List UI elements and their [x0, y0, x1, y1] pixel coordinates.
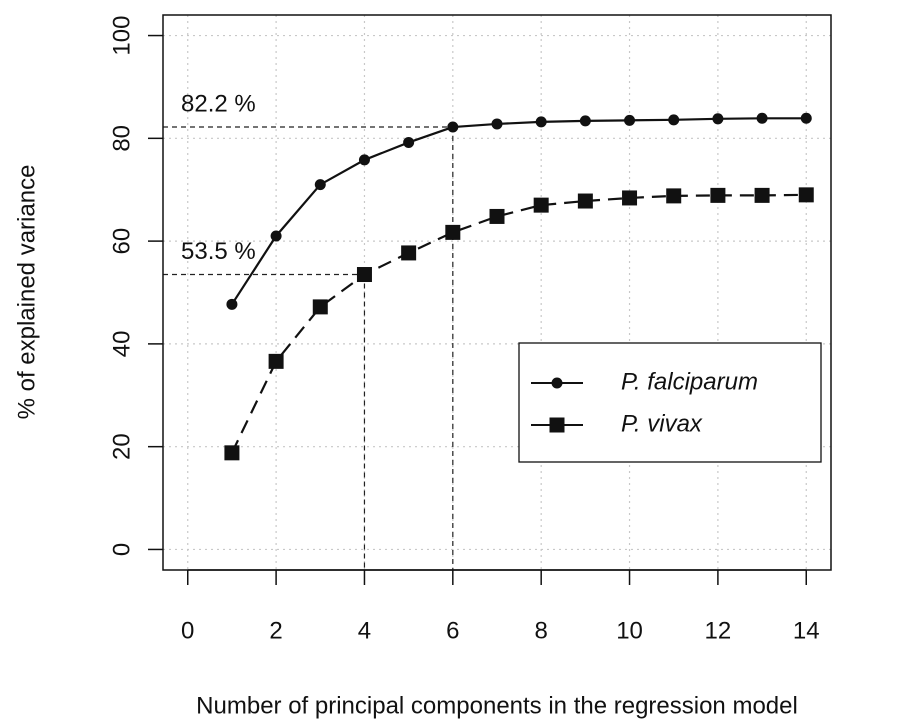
x-tick-label: 12 — [705, 617, 732, 644]
marker — [356, 267, 372, 283]
x-tick-label: 14 — [793, 617, 820, 644]
y-tick-label: 40 — [108, 331, 135, 358]
y-tick-label: 60 — [108, 228, 135, 255]
marker — [358, 154, 370, 166]
marker — [491, 118, 503, 130]
marker — [224, 445, 240, 461]
marker — [268, 353, 284, 369]
marker — [579, 115, 591, 127]
marker — [551, 377, 563, 389]
marker — [445, 224, 461, 240]
marker — [401, 245, 417, 261]
annotation: 53.5 % — [181, 238, 256, 265]
marker — [447, 121, 459, 133]
legend-label: P. vivax — [621, 410, 703, 437]
legend: P. falciparum P. vivax — [518, 342, 822, 463]
y-tick-label: 20 — [108, 433, 135, 460]
marker — [668, 114, 680, 126]
marker — [712, 113, 724, 125]
marker — [270, 230, 282, 242]
x-tick-label: 2 — [269, 617, 282, 644]
x-tick-label: 4 — [358, 617, 371, 644]
marker — [314, 179, 326, 191]
marker — [489, 208, 505, 224]
y-tick-label: 80 — [108, 125, 135, 152]
marker — [312, 299, 328, 315]
marker — [535, 116, 547, 128]
marker — [754, 187, 770, 203]
marker — [577, 193, 593, 209]
x-tick-label: 0 — [181, 617, 194, 644]
x-tick-label: 6 — [446, 617, 459, 644]
series-line — [230, 117, 807, 305]
x-tick-label: 8 — [535, 617, 548, 644]
marker — [403, 136, 415, 148]
marker — [226, 298, 238, 310]
y-tick-label: 0 — [108, 543, 135, 556]
marker — [756, 112, 768, 124]
marker — [800, 112, 812, 124]
annotation: 82.2 % — [181, 90, 256, 117]
marker — [710, 187, 726, 203]
marker — [622, 190, 638, 206]
y-axis-label: % of explained variance — [13, 165, 40, 420]
y-tick-label: 100 — [108, 16, 135, 56]
x-axis-label: Number of principal components in the re… — [196, 692, 798, 719]
marker — [798, 187, 814, 203]
legend-label: P. falciparum — [621, 368, 758, 395]
marker — [549, 417, 565, 433]
legend-box — [518, 342, 822, 463]
marker — [624, 114, 636, 126]
marker — [666, 188, 682, 204]
x-tick-label: 10 — [616, 617, 643, 644]
plot-frame — [162, 14, 832, 571]
marker — [533, 197, 549, 213]
